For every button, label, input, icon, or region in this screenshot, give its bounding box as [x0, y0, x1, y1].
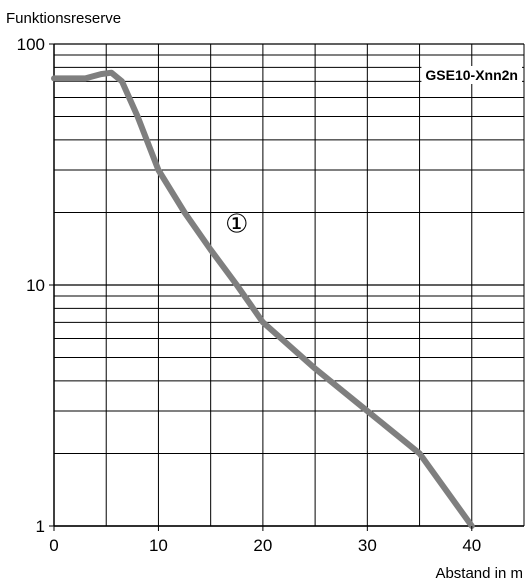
x-tick-label: 0: [49, 536, 58, 555]
curve-marker-label: ①: [225, 209, 248, 239]
model-label: GSE10-Xnn2n: [425, 67, 518, 83]
model-label-background: [421, 66, 522, 84]
x-tick-label: 20: [253, 536, 272, 555]
y-tick-label: 1: [36, 517, 45, 536]
chart-ticks: 0 10 20 30 40 1 10 100: [17, 35, 482, 555]
chart-series: [51, 69, 475, 529]
x-tick-label: 30: [358, 536, 377, 555]
x-axis-label: Abstand in m: [435, 565, 523, 582]
x-tick-label: 40: [462, 536, 481, 555]
x-tick-label: 10: [149, 536, 168, 555]
y-tick-label: 10: [26, 276, 45, 295]
y-axis-label: Funktionsreserve: [6, 10, 121, 27]
chart-grid: [53, 43, 525, 527]
y-tick-label: 100: [17, 35, 45, 54]
